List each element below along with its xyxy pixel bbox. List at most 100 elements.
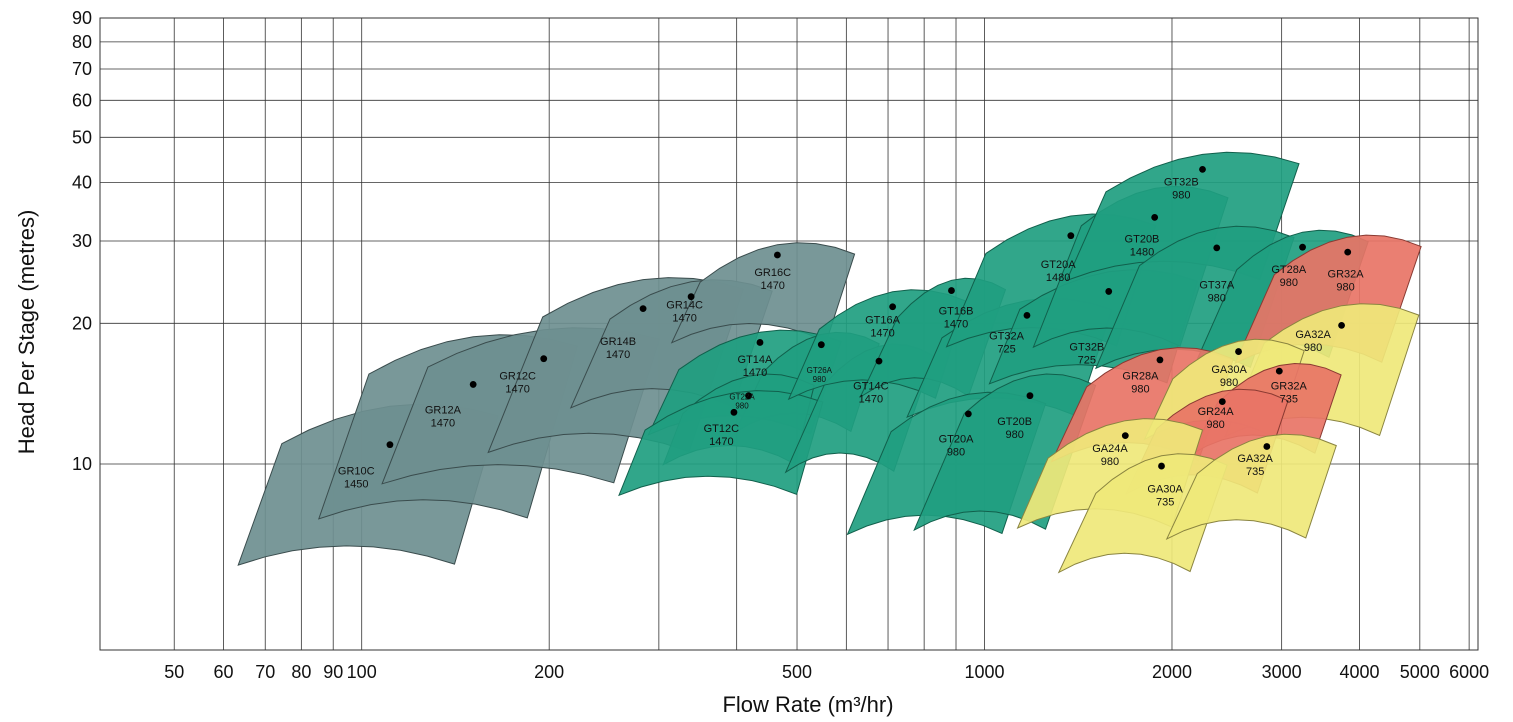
duty-point [1158,462,1165,470]
pump-region [618,390,824,497]
duty-point [730,408,738,416]
region-label-speed: 735 [1280,393,1298,405]
region-label-model: GR16C [754,267,791,279]
x-tick-label: 100 [347,662,377,682]
x-tick-label: 80 [291,662,311,682]
x-tick-label: 4000 [1339,662,1379,682]
x-tick-label: 6000 [1449,662,1489,682]
duty-point [1275,367,1283,375]
duty-point [1067,232,1075,240]
region-label-speed: 1470 [505,384,529,396]
region-label-model: GR12A [425,404,462,416]
region-label-speed: 980 [1101,456,1119,468]
duty-point [1213,244,1221,252]
y-tick-label: 60 [72,90,92,110]
region-label-speed: 1480 [1130,246,1154,258]
x-tick-label: 5000 [1400,662,1440,682]
x-axis-title: Flow Rate (m³/hr) [722,692,893,717]
x-tick-label: 90 [323,662,343,682]
duty-point [1338,321,1345,329]
region-label-speed: 980 [1304,342,1322,354]
region-label-speed: 980 [1208,293,1226,305]
region-label-model: GT16A [865,314,901,326]
x-tick-label: 3000 [1262,662,1302,682]
region-label-model: GA30A [1147,484,1183,496]
duty-point [1023,311,1031,319]
region-label-model: GT26A [807,366,833,375]
duty-point [948,287,955,294]
region-label-speed: 735 [1156,497,1174,509]
region-label-speed: 980 [813,375,827,384]
region-label-model: GT28A [1271,264,1307,276]
region-label-model: GR32A [1271,380,1308,392]
duty-point [1344,248,1352,256]
y-tick-label: 20 [72,313,92,333]
y-tick-label: 70 [72,59,92,79]
region-label-model: GA32A [1237,453,1273,465]
duty-point [1026,392,1034,400]
region-label-model: GT32B [1164,177,1199,189]
region-label-speed: 980 [1172,190,1190,202]
region-label-model: GT32B [1069,342,1104,354]
region-label-model: GT14C [853,380,889,392]
x-tick-label: 50 [164,662,184,682]
region-label-speed: 1470 [760,280,784,292]
x-tick-label: 200 [534,662,564,682]
pump-regions [237,151,1422,574]
region-label-model: GT20B [997,416,1032,428]
x-tick-label: 70 [255,662,275,682]
region-label-model: GR32A [1328,269,1365,281]
region-label-model: GR24A [1198,406,1235,418]
region-label-speed: 980 [1206,419,1224,431]
region-label-speed: 980 [1005,429,1023,441]
duty-point [756,339,764,346]
region-label-model: GR14B [600,336,636,348]
y-tick-label: 90 [72,8,92,28]
region-label-model: GT22A [729,393,755,402]
duty-points [386,165,1352,470]
x-tick-label: 500 [782,662,812,682]
duty-point [1105,288,1113,295]
region-label-model: GT20B [1125,233,1160,245]
region-label-speed: 1480 [1046,272,1070,284]
region-label-speed: 1470 [859,393,883,405]
region-label-model: GT37A [1199,280,1235,292]
tick-labels: 50 60 70 80 90 100 200 500 1000 2000 3000 4000 5000 6… [72,8,1489,682]
region-label-speed: 980 [1280,277,1298,289]
region-label-model: GR10C [338,466,375,478]
duty-point [1151,213,1159,221]
region-label-model: GA24A [1092,443,1128,455]
region-label-speed: 1470 [431,417,455,429]
x-tick-label: 2000 [1152,662,1192,682]
x-tick-label: 1000 [964,662,1004,682]
region-label-speed: 735 [1246,466,1264,478]
region-label-model: GT16B [939,305,974,317]
duty-point [773,251,781,259]
region-label-speed: 725 [997,343,1015,355]
region-label-speed: 980 [1131,384,1149,396]
region-label-speed: 1470 [709,436,733,448]
duty-point [469,381,477,388]
region-label-speed: 980 [947,447,965,459]
duty-point [889,303,897,311]
duty-point [1235,348,1242,355]
region-label-model: GA32A [1295,329,1331,341]
region-label-model: GR14C [666,300,703,312]
y-tick-label: 10 [72,454,92,474]
duty-point [817,341,825,349]
duty-point [1121,432,1129,440]
region-label-speed: 980 [1336,282,1354,294]
region-label-speed: 725 [1078,355,1096,367]
region-label-model: GT12C [704,423,740,435]
duty-point [1218,398,1226,405]
region-label-model: GR28A [1122,371,1159,383]
y-axis-title: Head Per Stage (metres) [14,210,39,455]
region-label-speed: 980 [1220,377,1238,389]
duty-point [1156,356,1164,364]
region-label-model: GA30A [1211,364,1247,376]
region-label-model: GT20A [1041,259,1077,271]
region-label-speed: 980 [735,402,749,411]
pump-region [1165,433,1337,540]
y-tick-label: 80 [72,32,92,52]
